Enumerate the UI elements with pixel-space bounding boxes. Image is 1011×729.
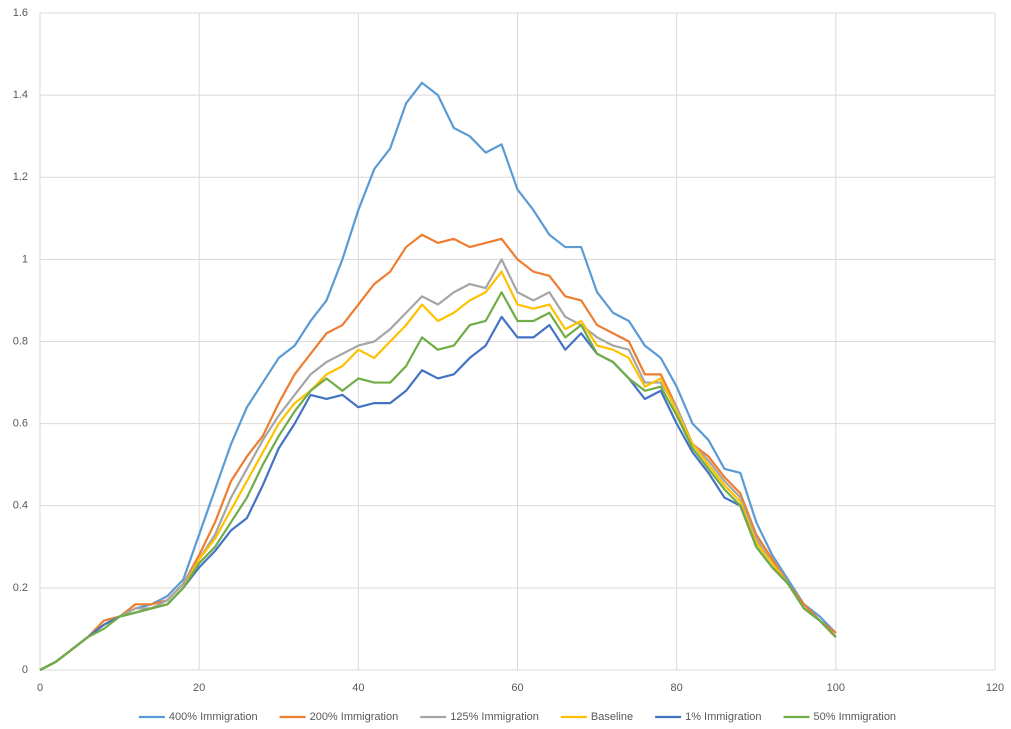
y-tick-label: 1 <box>22 253 28 265</box>
x-tick-label: 120 <box>986 682 1004 694</box>
y-tick-label: 0.2 <box>13 582 28 594</box>
series-line <box>39 315 837 671</box>
y-tick-label: 1.2 <box>13 171 28 183</box>
x-tick-label: 0 <box>37 682 43 694</box>
x-tick-label: 40 <box>352 682 364 694</box>
y-tick-label: 0.6 <box>13 418 28 430</box>
legend-label: Baseline <box>591 711 633 723</box>
y-tick-label: 0.8 <box>13 335 28 347</box>
legend-label: 400% Immigration <box>169 711 258 723</box>
series-line <box>39 81 837 671</box>
x-tick-label: 100 <box>827 682 845 694</box>
legend-label: 125% Immigration <box>450 711 539 723</box>
legend-label: 200% Immigration <box>310 711 399 723</box>
x-tick-label: 20 <box>193 682 205 694</box>
x-tick-label: 80 <box>671 682 683 694</box>
legend-label: 50% Immigration <box>814 711 897 723</box>
x-tick-label: 60 <box>511 682 523 694</box>
y-tick-label: 1.6 <box>13 7 28 19</box>
y-tick-label: 1.4 <box>13 89 28 101</box>
series-line <box>39 258 837 671</box>
y-tick-label: 0.4 <box>13 500 28 512</box>
y-tick-label: 0 <box>22 664 28 676</box>
legend-label: 1% Immigration <box>685 711 761 723</box>
series-line <box>39 291 837 671</box>
